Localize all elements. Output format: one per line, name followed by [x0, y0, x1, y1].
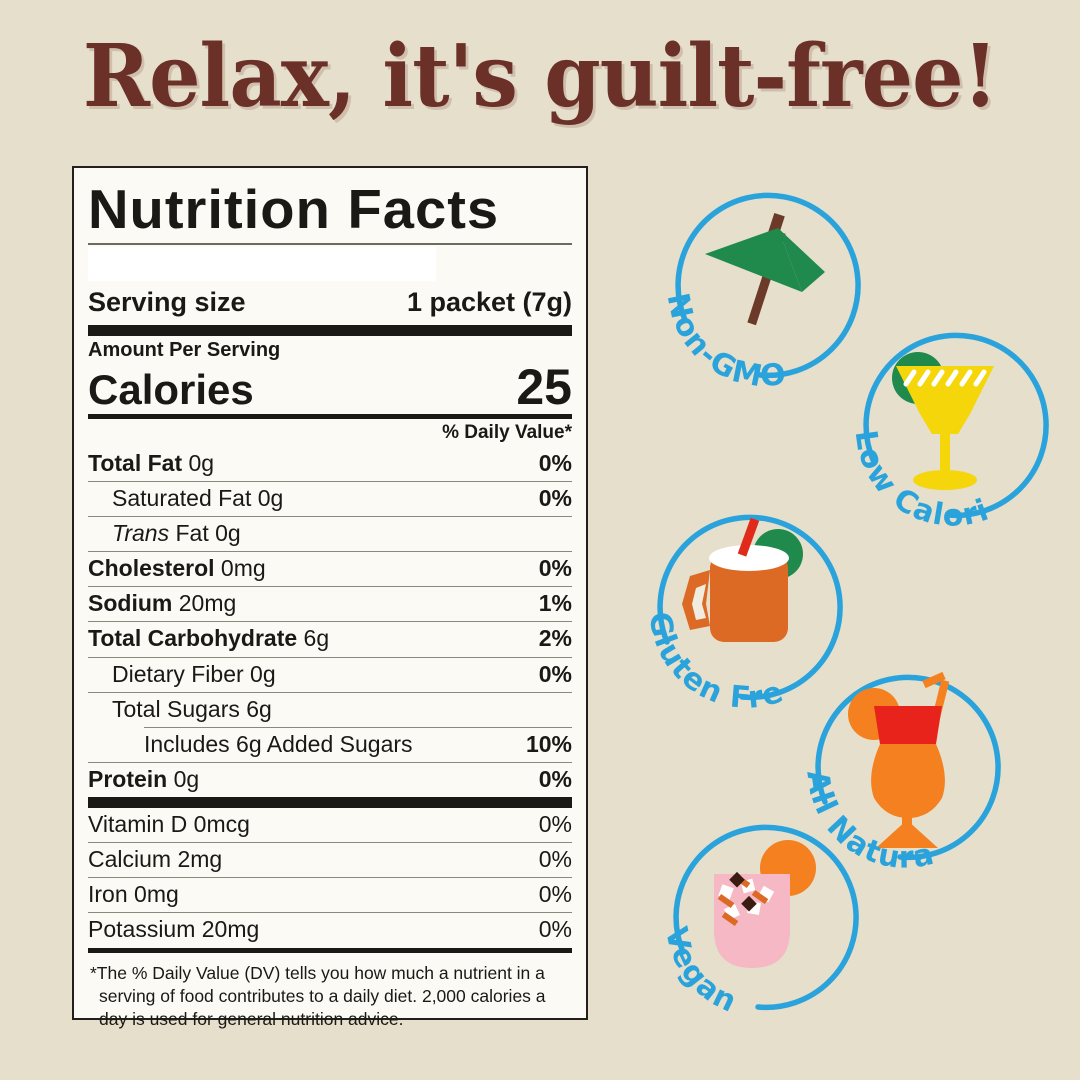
calories-value: 25 — [516, 358, 572, 415]
row-divider — [88, 586, 572, 588]
nutrient-name: Saturated Fat 0g — [112, 484, 284, 511]
micronutrient-rows: Vitamin D 0mcg 0% Calcium 2mg 0% Iron 0mg 0% P… — [88, 808, 572, 948]
row-divider — [88, 761, 572, 763]
nutrient-name: Includes 6g Added Sugars — [144, 730, 413, 757]
micronutrient-name: Vitamin D 0mcg — [88, 811, 250, 838]
divider-above-micronutrients — [88, 797, 572, 809]
row-divider — [144, 726, 572, 728]
nutrition-facts-label: Nutrition Facts Serving size 1 packet (7… — [72, 166, 588, 1029]
nutrient-daily-value: 0% — [538, 555, 572, 582]
page-headline: Relax, it's guilt-free! — [82, 26, 998, 127]
nutrient-row: Total Carbohydrate 6g 2% — [88, 622, 572, 656]
badge-gluten-free: Gluten Free — [621, 465, 862, 722]
calories-label: Calories — [88, 366, 254, 414]
nutrient-name: Total Carbohydrate 6g — [88, 625, 330, 652]
nutrient-name: Total Fat 0g — [88, 449, 215, 476]
nutrient-daily-value: 0% — [538, 449, 572, 476]
nutrient-daily-value: 0% — [538, 660, 572, 687]
badge-arc — [863, 332, 1049, 519]
nutrient-row: Sodium 20mg 1% — [88, 587, 572, 621]
daily-value-header: % Daily Value* — [442, 421, 572, 443]
nutrient-daily-value: 2% — [538, 625, 572, 652]
badge-vegan: Vegan — [648, 802, 878, 1032]
nutrient-name: Cholesterol 0mg — [88, 555, 266, 582]
cocktail-umbrella-icon — [705, 212, 825, 326]
micronutrient-daily-value: 0% — [538, 881, 572, 908]
margarita-glass-icon — [892, 352, 994, 490]
nutrient-row: Cholesterol 0mg 0% — [88, 552, 572, 586]
micronutrient-daily-value: 0% — [538, 846, 572, 873]
nutrient-name: Total Sugars 6g — [112, 695, 272, 722]
row-divider — [88, 480, 572, 482]
nutrient-row: Includes 6g Added Sugars 10% — [88, 728, 572, 762]
row-divider — [88, 516, 572, 518]
nutrient-row: Total Sugars 6g — [88, 693, 572, 727]
row-divider — [88, 656, 572, 658]
row-divider — [88, 691, 572, 693]
badge-arc — [657, 514, 843, 701]
micronutrient-row: Calcium 2mg 0% — [88, 843, 572, 877]
amount-per-serving-label: Amount Per Serving — [88, 338, 281, 361]
nutrient-row: Protein 0g 0% — [88, 763, 572, 797]
divider-below-calories — [88, 413, 572, 419]
badge-low-calorie: Low Calorie — [827, 283, 1068, 540]
nutrient-name: Protein 0g — [88, 765, 200, 792]
daily-value-footnote: *The % Daily Value (DV) tells you how mu… — [90, 962, 546, 1030]
nutrient-daily-value: 10% — [525, 730, 572, 757]
badge-arc — [815, 674, 1001, 861]
nutrient-row: Saturated Fat 0g 0% — [88, 482, 572, 516]
nutrient-daily-value: 0% — [538, 484, 572, 511]
servings-per-container-blank — [88, 247, 436, 281]
micronutrient-row: Potassium 20mg 0% — [88, 913, 572, 947]
divider-under-title — [88, 243, 572, 245]
badge-label: Non-GMO — [660, 290, 789, 394]
nutrient-name: Trans Fat 0g — [112, 520, 241, 547]
row-divider — [88, 551, 572, 553]
divider-above-calories — [88, 324, 572, 336]
badge-non-gmo: Non-GMO — [650, 170, 880, 400]
micronutrient-row: Iron 0mg 0% — [88, 878, 572, 912]
row-divider — [88, 877, 572, 879]
sprinkles — [717, 871, 775, 927]
micronutrient-name: Iron 0mg — [88, 881, 179, 908]
nutrient-name: Sodium 20mg — [88, 590, 237, 617]
badge-arc — [675, 192, 861, 379]
hurricane-glass-icon — [848, 671, 950, 848]
row-divider — [88, 912, 572, 914]
nutrient-row: Trans Fat 0g — [88, 517, 572, 551]
serving-size-label: Serving size — [88, 287, 246, 317]
micronutrient-daily-value: 0% — [538, 916, 572, 943]
micronutrient-name: Calcium 2mg — [88, 846, 223, 873]
tumbler-glass-icon — [714, 840, 816, 968]
nutrient-daily-value: 0% — [538, 765, 572, 792]
calories-row: Calories 25 — [88, 362, 572, 414]
micronutrient-name: Potassium 20mg — [88, 916, 260, 943]
nutrient-daily-value: 1% — [538, 590, 572, 617]
row-divider — [88, 621, 572, 623]
nutrition-facts-title: Nutrition Facts — [88, 178, 500, 240]
nutrient-row: Total Fat 0g 0% — [88, 447, 572, 481]
badge-all-natural: All Natural — [784, 625, 1020, 882]
row-divider — [88, 842, 572, 844]
nutrient-name: Dietary Fiber 0g — [112, 660, 276, 687]
nutrient-rows: Total Fat 0g 0% Saturated Fat 0g 0% Trans Fa… — [88, 447, 572, 797]
divider-above-footnote — [88, 947, 572, 953]
serving-size-row: Serving size 1 packet (7g) — [88, 281, 572, 325]
badge-arc — [673, 824, 859, 1011]
micronutrient-row: Vitamin D 0mcg 0% — [88, 808, 572, 842]
nutrient-row: Dietary Fiber 0g 0% — [88, 658, 572, 692]
mule-mug-icon — [682, 517, 803, 642]
micronutrient-daily-value: 0% — [538, 811, 572, 838]
serving-size-value: 1 packet (7g) — [406, 287, 572, 317]
